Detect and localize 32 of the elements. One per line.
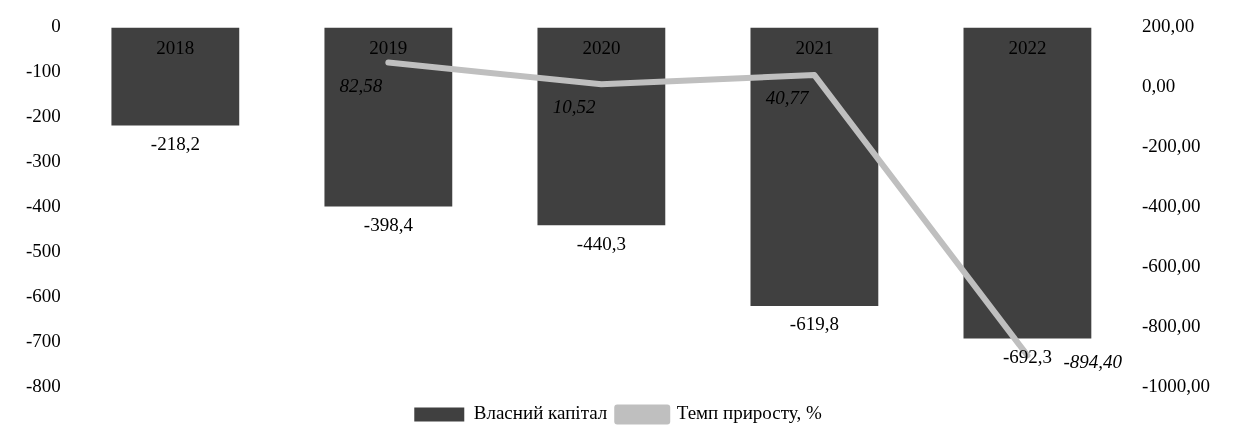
data-label: -692,3 <box>1002 346 1052 368</box>
y-tick-label: -100 <box>26 60 61 82</box>
legend-label: Темп приросту, % <box>676 402 822 424</box>
x-tick-label: 2020 <box>582 36 621 58</box>
x-tick-label: 2019 <box>369 36 408 58</box>
data-label: -218,2 <box>150 132 200 154</box>
y2-tick-label: 200,00 <box>1141 15 1195 37</box>
y2-tick-label: -800,00 <box>1141 315 1201 337</box>
data-label: 10,52 <box>552 96 596 118</box>
y-tick-label: -700 <box>26 330 61 352</box>
y-tick-label: -800 <box>26 374 61 396</box>
x-tick-label: 2021 <box>795 36 834 58</box>
y2-tick-label: -600,00 <box>1141 255 1201 277</box>
y-tick-label: -500 <box>26 240 61 262</box>
y2-tick-label: -1000,00 <box>1141 374 1210 396</box>
y-tick-label: -400 <box>26 195 61 217</box>
data-label: 40,77 <box>765 87 810 109</box>
y-tick-label: -200 <box>26 105 61 127</box>
legend-label: Власний капітал <box>473 402 608 424</box>
x-tick-label: 2018 <box>156 36 195 58</box>
x-tick-label: 2022 <box>1008 36 1047 58</box>
y-tick-label: -600 <box>26 285 61 307</box>
data-label: -398,4 <box>363 213 414 235</box>
y2-tick-label: 0,00 <box>1141 75 1176 97</box>
y-tick-label: 0 <box>51 15 61 37</box>
data-label: 82,58 <box>339 74 383 96</box>
data-label: -440,3 <box>576 232 626 254</box>
y-tick-label: -300 <box>26 150 61 172</box>
y2-tick-label: -400,00 <box>1141 195 1201 217</box>
data-label: -619,8 <box>789 313 839 335</box>
y2-tick-label: -200,00 <box>1141 135 1201 157</box>
data-label: -894,40 <box>1063 351 1123 373</box>
